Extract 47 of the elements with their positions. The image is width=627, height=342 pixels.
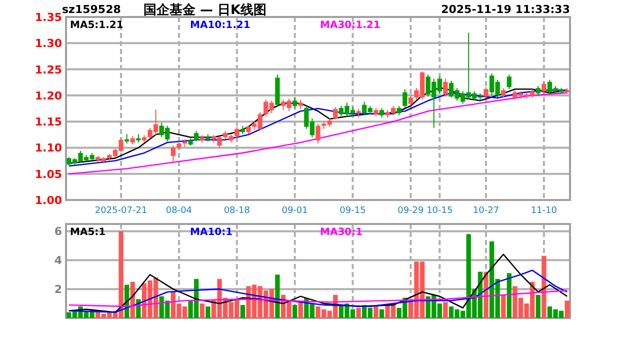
x-tick-label: 2025-07-21 (94, 206, 148, 216)
bar (536, 294, 540, 318)
chart-title: 国企基金 — 日K线图 (143, 3, 267, 18)
y-tick-label: 1.35 (34, 11, 62, 24)
y-tick-label: 1.20 (34, 89, 62, 102)
y-tick-label: 1.25 (34, 63, 62, 76)
bar (240, 304, 246, 318)
text: 2025-11-19 11:33:33 (441, 3, 570, 16)
bar (443, 302, 448, 318)
x-tick-label: 10-15 (426, 206, 453, 216)
y-tick-label: 1.05 (34, 168, 62, 181)
x-tick-label: 08-04 (166, 206, 192, 216)
chart-subtitle: sz159528 (62, 3, 121, 16)
bar (200, 304, 204, 318)
x-tick-label: 11-10 (530, 206, 558, 216)
x-tick-label: 09-29 (398, 206, 424, 216)
bar (542, 256, 546, 318)
bar (564, 300, 570, 318)
line-series (68, 290, 568, 308)
y-tick-label: 2 (54, 283, 62, 296)
x-tick-label: 10-27 (472, 206, 500, 216)
x-tick-label: 09-15 (340, 206, 366, 216)
x-tick-label: 08-18 (224, 206, 250, 216)
y-tick-label: 1.30 (34, 37, 62, 50)
y-tick-label: 1.15 (34, 116, 62, 129)
bar (379, 309, 384, 318)
bar (484, 272, 488, 318)
x-tick-label: 09-01 (282, 206, 308, 216)
bar (506, 273, 512, 318)
text: MA30:1 (320, 227, 363, 238)
y-tick-label: 4 (54, 254, 62, 268)
y-tick-label: 1.10 (34, 142, 62, 155)
bar (275, 274, 280, 318)
text: MA10:1.21 (190, 20, 250, 31)
text: MA5:1 (70, 227, 106, 238)
bar (298, 302, 303, 318)
y-tick-label: 6 (54, 225, 62, 238)
bar (292, 304, 298, 318)
line-series (68, 270, 568, 313)
bar (356, 308, 361, 318)
text: MA10:1 (190, 227, 233, 238)
text: MA5:1.21 (70, 20, 124, 31)
bar (374, 306, 378, 318)
bar (206, 306, 210, 318)
text: MA30:1.21 (320, 20, 380, 31)
bar (501, 294, 506, 318)
y-tick-label: 1.00 (34, 194, 62, 207)
